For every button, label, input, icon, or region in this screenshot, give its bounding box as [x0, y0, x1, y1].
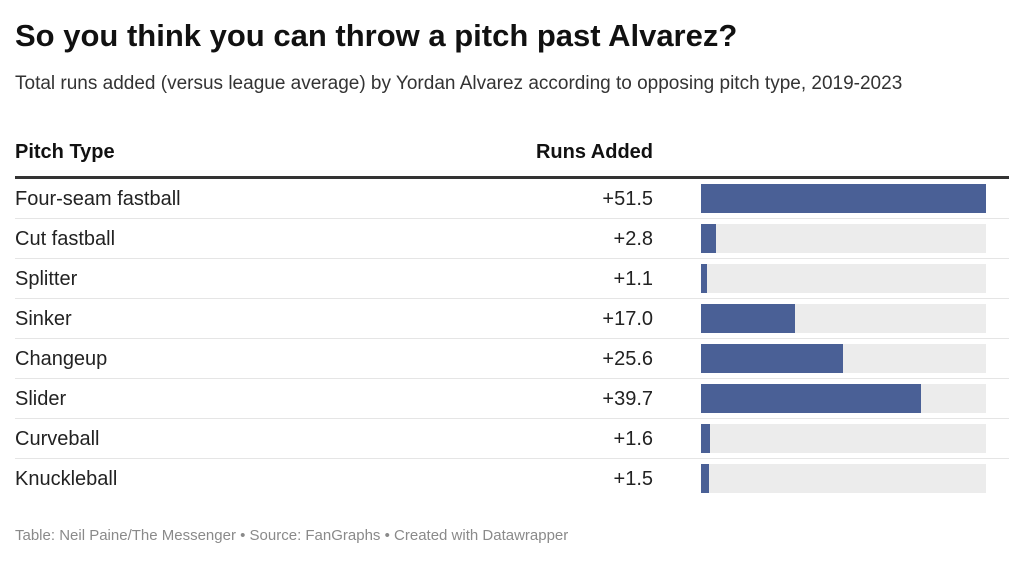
- chart-title: So you think you can throw a pitch past …: [15, 18, 738, 53]
- runs-added-cell: +17.0: [602, 308, 653, 330]
- bar-fill: [701, 424, 710, 453]
- runs-added-cell: +1.6: [613, 428, 653, 450]
- table-row: Splitter +1.1: [15, 259, 1009, 299]
- table-body: Four-seam fastball +51.5 Cut fastball +2.8 S…: [15, 179, 1009, 498]
- pitch-type-cell: Sinker: [15, 308, 72, 330]
- bar-fill: [701, 224, 717, 253]
- pitch-type-cell: Curveball: [15, 428, 100, 450]
- bar-track: [701, 304, 986, 333]
- bar-track: [701, 344, 986, 373]
- table-row: Sinker +17.0: [15, 299, 1009, 339]
- runs-added-cell: +25.6: [602, 348, 653, 370]
- bar-fill: [701, 344, 843, 373]
- column-header-pitch-type: Pitch Type: [15, 141, 115, 163]
- pitch-type-cell: Knuckleball: [15, 468, 118, 490]
- pitch-type-cell: Changeup: [15, 348, 108, 370]
- runs-added-cell: +1.1: [613, 268, 653, 290]
- table-row: Four-seam fastball +51.5: [15, 179, 1009, 219]
- bar-track: [701, 424, 986, 453]
- table-row: Changeup +25.6: [15, 339, 1009, 379]
- bar-fill: [701, 304, 796, 333]
- runs-added-cell: +39.7: [602, 388, 653, 410]
- bar-fill: [701, 384, 921, 413]
- chart-footer: Table: Neil Paine/The Messenger • Source…: [15, 527, 569, 544]
- table-row: Knuckleball +1.5: [15, 459, 1009, 498]
- table-header: Pitch Type Runs Added: [15, 130, 1009, 179]
- runs-table: Pitch Type Runs Added Four-seam fastball…: [15, 130, 1009, 498]
- bar-fill: [701, 264, 708, 293]
- table-row: Curveball +1.6: [15, 419, 1009, 459]
- chart-subtitle: Total runs added (versus league average)…: [15, 73, 903, 94]
- bar-track: [701, 384, 986, 413]
- runs-added-cell: +2.8: [613, 228, 653, 250]
- pitch-type-cell: Four-seam fastball: [15, 188, 181, 210]
- pitch-type-cell: Cut fastball: [15, 228, 116, 250]
- bar-fill: [701, 184, 986, 213]
- table-row: Cut fastball +2.8: [15, 219, 1009, 259]
- bar-fill: [701, 464, 710, 493]
- pitch-type-cell: Slider: [15, 388, 67, 410]
- pitch-type-cell: Splitter: [15, 268, 78, 290]
- bar-track: [701, 264, 986, 293]
- column-header-runs-added: Runs Added: [535, 141, 653, 163]
- bar-track: [701, 224, 986, 253]
- bar-track: [701, 184, 986, 213]
- runs-added-cell: +1.5: [613, 468, 653, 490]
- bar-track: [701, 464, 986, 493]
- table-row: Slider +39.7: [15, 379, 1009, 419]
- runs-added-cell: +51.5: [602, 188, 653, 210]
